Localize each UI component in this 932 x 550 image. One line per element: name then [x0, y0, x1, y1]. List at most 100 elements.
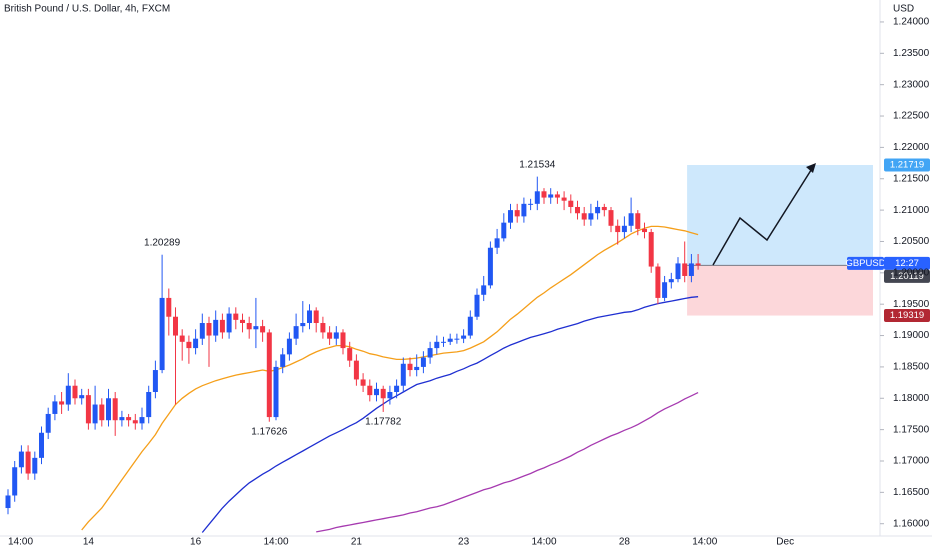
candle-body	[615, 225, 621, 233]
candle-body	[260, 326, 266, 333]
y-tick-label: 1.23500	[893, 48, 930, 59]
countdown-tag-bg	[884, 256, 930, 270]
x-tick-label: 21	[351, 537, 363, 548]
arrow-head	[806, 163, 816, 173]
high-annotation: 1.21534	[519, 159, 556, 170]
candle-body	[514, 210, 520, 217]
candle-body	[688, 263, 694, 276]
y-tick-label: 1.22000	[893, 142, 930, 153]
y-tick-label: 1.19500	[893, 299, 930, 310]
candle-body	[112, 398, 118, 421]
low-annotation: 1.17782	[365, 417, 402, 428]
y-tick-label: 1.24000	[893, 17, 930, 28]
candle-body	[642, 228, 647, 233]
candle-body	[146, 391, 152, 418]
price-tag: 1.20119	[890, 271, 924, 282]
candle-body	[226, 313, 232, 333]
candle-body	[79, 395, 85, 399]
candle-body	[173, 316, 178, 336]
candle-body	[461, 335, 467, 339]
candle-body	[240, 319, 245, 324]
x-tick-label: 23	[458, 537, 470, 548]
candle-body	[554, 194, 560, 198]
candle-body	[32, 457, 38, 474]
candle-body	[106, 398, 111, 421]
candle-body	[628, 213, 634, 226]
candle-body	[420, 357, 426, 367]
candle-body	[179, 335, 185, 342]
y-tick-label: 1.19000	[893, 330, 930, 341]
candle-body	[340, 332, 346, 349]
candle-body	[695, 263, 701, 266]
candle-body	[675, 263, 681, 280]
candle-body	[608, 210, 614, 226]
candle-body	[92, 404, 98, 424]
candle-body	[193, 338, 199, 349]
stop-zone	[687, 265, 873, 316]
candle-body	[59, 401, 65, 405]
price-tag-bg	[884, 269, 930, 283]
candle-body	[548, 194, 554, 198]
ma-layer	[81, 225, 699, 533]
candle-body	[508, 210, 513, 223]
candle-body	[126, 417, 132, 421]
stop-tag: 1.19319	[890, 310, 924, 321]
tag-layer: 1.21719 GBPUSD 12:27 1.20119 1.19319	[845, 158, 930, 323]
low-annotation: 1.17626	[251, 426, 288, 437]
candle-body	[99, 404, 105, 421]
candle-body	[219, 319, 225, 333]
candle-body	[668, 279, 674, 283]
x-tick-label: 28	[619, 537, 631, 548]
candle-body	[400, 363, 406, 386]
target-tag: 1.21719	[890, 160, 924, 171]
candle-body	[487, 247, 493, 286]
candle-body	[360, 379, 366, 386]
x-tick-label: 14	[83, 537, 95, 548]
candle-body	[18, 451, 24, 468]
y-tick-label: 1.17500	[893, 424, 930, 435]
y-tick-label: 1.16500	[893, 487, 930, 498]
candle-body	[186, 341, 192, 349]
y-tick-label: 1.20500	[893, 236, 930, 247]
candle-body	[280, 354, 286, 367]
candle-body	[119, 417, 125, 421]
candle-body	[648, 232, 654, 267]
candle-body	[407, 363, 413, 371]
candle-body	[501, 222, 507, 239]
candle-body	[39, 432, 44, 458]
candle-body	[347, 348, 353, 361]
currency-label: USD	[893, 4, 914, 15]
candle-body	[380, 388, 386, 399]
candle-body	[601, 206, 607, 211]
candle-body	[313, 310, 319, 324]
projection-arrow	[712, 166, 814, 266]
candle-body	[293, 326, 299, 339]
moving-average	[81, 225, 699, 531]
y-tick-label: 1.20000	[893, 267, 930, 278]
candle-body	[541, 191, 547, 198]
y-tick-label: 1.21500	[893, 173, 930, 184]
candle-body	[199, 323, 205, 339]
candle-body	[253, 326, 259, 330]
candle-body	[481, 285, 487, 295]
y-tick-label: 1.16000	[893, 518, 930, 529]
candle-body	[394, 385, 400, 392]
y-tick-label: 1.17000	[893, 456, 930, 467]
target-tag-bg	[884, 158, 930, 172]
y-tick-label: 1.18000	[893, 393, 930, 404]
candle-body	[333, 332, 339, 339]
candle-body	[139, 417, 145, 424]
candle-body	[159, 297, 165, 371]
candle-body	[45, 413, 51, 433]
y-tick-label: 1.18500	[893, 362, 930, 373]
candle-body	[494, 238, 500, 248]
x-tick-label: 14:00	[8, 537, 33, 548]
symbol-tag: GBPUSD	[845, 258, 885, 269]
candle-body	[213, 319, 219, 336]
candle-body	[374, 388, 379, 396]
candle-body	[662, 282, 668, 298]
candle-body	[635, 213, 641, 229]
candle-body	[152, 370, 158, 392]
